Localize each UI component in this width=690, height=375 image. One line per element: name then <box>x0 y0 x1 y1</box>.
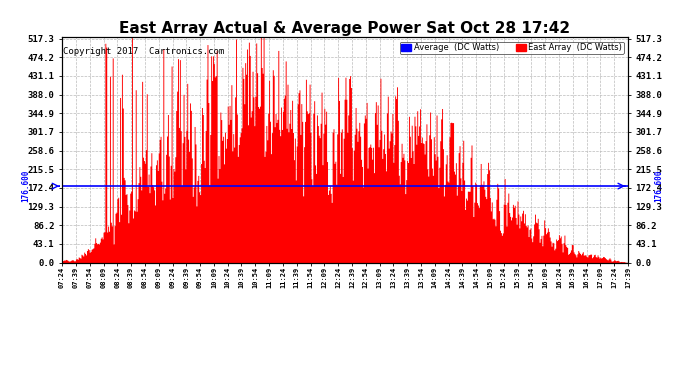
Text: 176.600: 176.600 <box>655 170 664 202</box>
Title: East Array Actual & Average Power Sat Oct 28 17:42: East Array Actual & Average Power Sat Oc… <box>119 21 571 36</box>
Text: Copyright 2017  Cartronics.com: Copyright 2017 Cartronics.com <box>63 46 224 56</box>
Legend: Average  (DC Watts), East Array  (DC Watts): Average (DC Watts), East Array (DC Watts… <box>400 42 624 54</box>
Text: 176.600: 176.600 <box>21 170 30 202</box>
